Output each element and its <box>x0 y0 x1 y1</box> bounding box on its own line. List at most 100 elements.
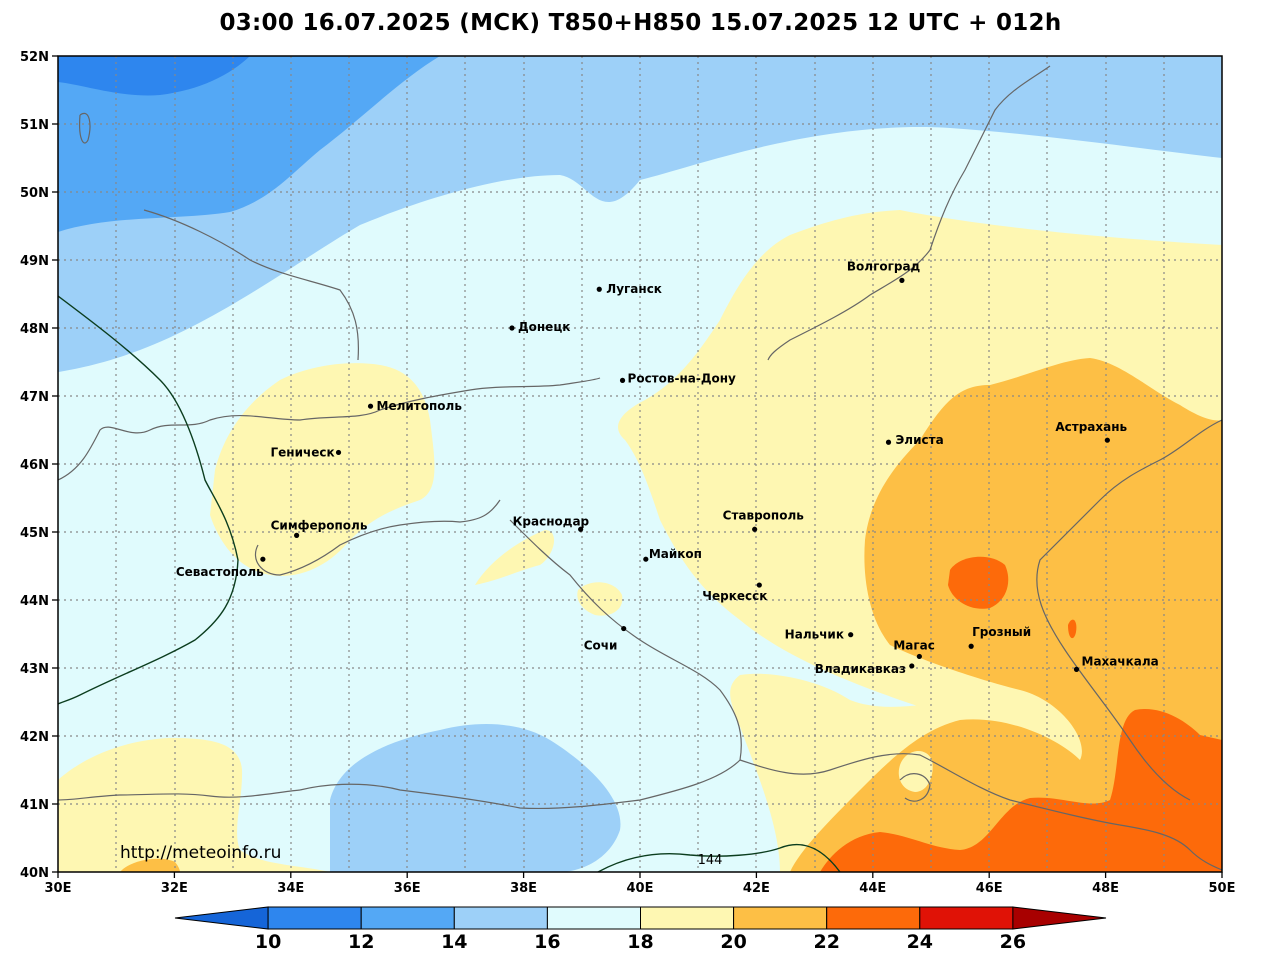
city-marker: Симферополь <box>271 518 368 539</box>
city-label: Донецк <box>518 320 570 334</box>
geopotential-contour <box>58 295 841 872</box>
city-marker: Севастополь <box>176 556 266 579</box>
city-marker: Сочи <box>584 625 627 653</box>
city-dot <box>335 449 342 456</box>
lat-tick-label: 40N <box>20 866 49 881</box>
city-dot <box>1104 437 1110 443</box>
colorbar-tick-label: 14 <box>441 931 467 953</box>
city-label: Сочи <box>584 639 618 653</box>
city-marker: Астрахань <box>1055 420 1128 443</box>
city-marker: Владикавказ <box>815 662 915 676</box>
colorbar-tick-label: 16 <box>534 931 560 953</box>
city-label: Астрахань <box>1055 420 1127 434</box>
temp-band-18-20-crimea <box>210 363 435 576</box>
city-dot <box>899 277 905 283</box>
city-marker: Волгоград <box>847 259 921 283</box>
lon-tick-label: 46E <box>976 881 1003 896</box>
city-marker: Нальчик <box>785 628 854 642</box>
colorbar-segment <box>919 906 1014 930</box>
lon-tick-label: 42E <box>743 881 770 896</box>
city-dot <box>643 556 649 562</box>
city-dot <box>756 582 762 588</box>
city-marker: Грозный <box>968 625 1031 649</box>
lat-tick-label: 45N <box>20 526 49 541</box>
city-label: Луганск <box>606 282 662 296</box>
temp-band-14-16-south <box>330 724 621 872</box>
city-dot <box>294 532 300 539</box>
temp-band-20-22-east <box>790 358 1222 872</box>
city-label: Владикавказ <box>815 662 906 676</box>
lon-tick-label: 34E <box>277 881 304 896</box>
city-label: Грозный <box>972 625 1031 639</box>
city-label: Геническ <box>271 445 335 459</box>
colorbar-segment <box>826 906 921 930</box>
lon-tick-label: 50E <box>1209 881 1236 896</box>
lon-tick-label: 30E <box>45 881 72 896</box>
source-url: http://meteoinfo.ru <box>120 843 281 863</box>
colorbar-segment <box>546 906 642 930</box>
city-label: Магас <box>893 638 935 652</box>
lat-tick-label: 41N <box>20 798 49 813</box>
city-label: Волгоград <box>847 259 921 273</box>
city-dot <box>752 526 758 532</box>
lat-tick-label: 44N <box>20 594 49 609</box>
city-dot <box>848 632 854 638</box>
city-dot <box>968 643 974 649</box>
city-marker: Черкесск <box>702 582 767 603</box>
lat-tick-label: 47N <box>20 390 49 405</box>
lon-tick-label: 32E <box>161 881 188 896</box>
city-label: Ставрополь <box>723 508 805 522</box>
city-marker: Геническ <box>271 445 342 459</box>
city-marker: Краснодар <box>513 514 590 532</box>
city-label: Мелитополь <box>377 399 463 413</box>
city-dot <box>621 625 627 632</box>
city-label: Краснодар <box>513 514 590 528</box>
city-label: Севастополь <box>176 565 264 579</box>
city-dot <box>916 653 922 660</box>
city-label: Симферополь <box>271 518 368 532</box>
city-marker: Ставрополь <box>723 508 805 532</box>
colorbar-segment <box>267 906 362 930</box>
city-dot <box>578 526 584 532</box>
lat-tick-label: 48N <box>20 322 49 337</box>
city-dot <box>260 556 266 562</box>
city-marker: Мелитополь <box>367 399 463 413</box>
city-label: Черкесск <box>702 589 767 603</box>
city-label: Элиста <box>896 433 944 447</box>
city-marker: Майкоп <box>643 547 702 562</box>
lon-tick-label: 36E <box>394 881 421 896</box>
colorbar-segment <box>733 906 828 930</box>
colorbar-tick-label: 22 <box>813 931 839 953</box>
city-label: Нальчик <box>785 628 844 642</box>
city-marker: Махачкала <box>1073 654 1159 672</box>
city-dot <box>619 377 626 383</box>
lat-lon-grid <box>58 56 1222 872</box>
colorbar-extend-low <box>174 906 269 930</box>
city-label: Ростов-на-Дону <box>628 371 737 385</box>
colorbar-tick-label: 26 <box>1000 931 1026 953</box>
lat-tick-label: 49N <box>20 254 49 269</box>
map-title: 03:00 16.07.2025 (МСК) T850+H850 15.07.2… <box>219 10 1062 36</box>
lon-tick-label: 48E <box>1092 881 1119 896</box>
lon-tick-label: 38E <box>510 881 537 896</box>
temp-band-18-20-southwest <box>58 738 330 872</box>
temp-band-18-20-hole <box>898 750 933 792</box>
lat-tick-label: 50N <box>20 186 49 201</box>
city-dot <box>367 403 374 409</box>
city-label: Майкоп <box>649 547 702 561</box>
contour-label: 144 <box>698 853 723 868</box>
city-marker: Ростов-на-Дону <box>619 371 737 385</box>
city-dot <box>885 439 892 445</box>
city-dot <box>909 663 915 669</box>
city-marker: Донецк <box>509 320 570 334</box>
axes: 30E 32E 34E 36E 38E 40E 42E 44E 46E 48E 50E 52N 51N 5… <box>20 50 1235 896</box>
cities: Волгоград Луганск Донецк Ростов-на-Дону Мели… <box>176 259 1159 676</box>
colorbar-tick-label: 18 <box>627 931 653 953</box>
temp-band-20-22-sw <box>120 858 180 872</box>
city-label: Махачкала <box>1082 654 1159 668</box>
temp-band-10-12 <box>58 56 250 96</box>
city-dot <box>1073 666 1080 672</box>
colorbar-segment <box>453 906 548 930</box>
temp-band-22-24-blob <box>948 556 1009 609</box>
